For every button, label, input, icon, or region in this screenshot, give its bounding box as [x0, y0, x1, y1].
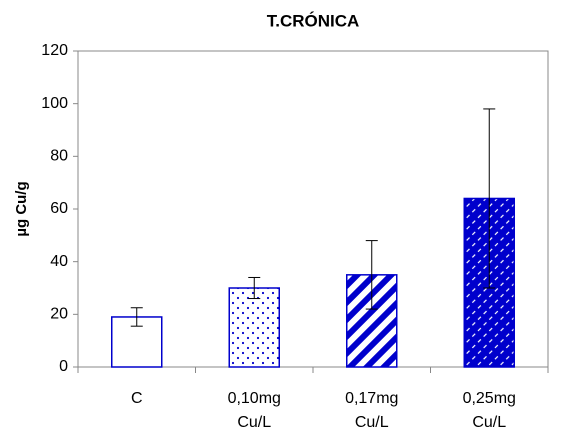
x-tick-label: C — [130, 390, 143, 407]
chart-title: T.CRÓNICA — [267, 11, 360, 30]
y-tick-label: 20 — [50, 306, 68, 323]
bar — [228, 287, 280, 368]
y-axis-label: µg Cu/g — [13, 181, 30, 236]
y-tick-label: 80 — [50, 148, 68, 165]
x-tick-label: 0,10mg Cu/L — [227, 390, 281, 431]
y-tick-label: 60 — [50, 200, 68, 217]
y-tick-label: 40 — [50, 253, 68, 270]
x-tick-label: 0,17mg Cu/L — [345, 390, 399, 431]
y-tick-label: 100 — [41, 95, 68, 112]
y-tick-label: 120 — [41, 42, 68, 59]
x-tick-label: 0,25mg Cu/L — [462, 390, 516, 431]
y-tick-label: 0 — [59, 358, 68, 375]
